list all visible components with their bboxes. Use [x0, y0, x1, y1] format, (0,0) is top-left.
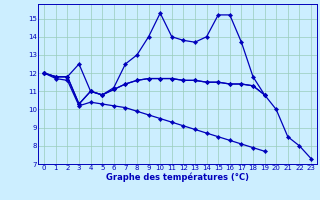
X-axis label: Graphe des températures (°C): Graphe des températures (°C): [106, 173, 249, 182]
